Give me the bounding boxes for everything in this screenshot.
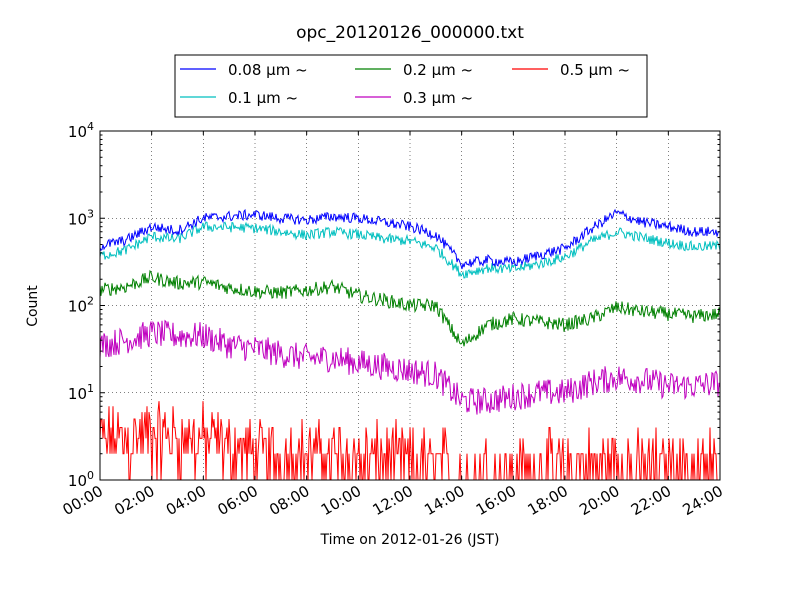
series-line-1 bbox=[99, 221, 721, 279]
y-tick-label: 102 bbox=[68, 295, 94, 316]
series-line-0 bbox=[99, 208, 721, 270]
chart-title: opc_20120126_000000.txt bbox=[296, 23, 524, 43]
y-tick-label: 104 bbox=[68, 120, 94, 141]
legend-box bbox=[174, 54, 648, 118]
y-tick-label: 103 bbox=[68, 207, 94, 228]
legend-label: 0.08 μm ~ bbox=[228, 61, 308, 79]
series-line-4 bbox=[99, 401, 720, 481]
series-line-3 bbox=[99, 319, 721, 415]
y-axis-label: Count bbox=[25, 285, 41, 327]
x-axis-label: Time on 2012-01-26 (JST) bbox=[320, 532, 500, 548]
legend-label: 0.2 μm ~ bbox=[403, 61, 473, 79]
legend-label: 0.5 μm ~ bbox=[560, 61, 630, 79]
legend-label: 0.1 μm ~ bbox=[228, 89, 298, 107]
series-line-2 bbox=[99, 269, 721, 347]
legend: 0.08 μm ~ 0.1 μm ~ 0.2 μm ~ 0.3 μm ~ 0.5 μm … bbox=[174, 54, 648, 118]
legend-label: 0.3 μm ~ bbox=[403, 89, 473, 107]
y-tick-label: 101 bbox=[68, 382, 94, 403]
y-tick-label: 100 bbox=[68, 469, 94, 490]
